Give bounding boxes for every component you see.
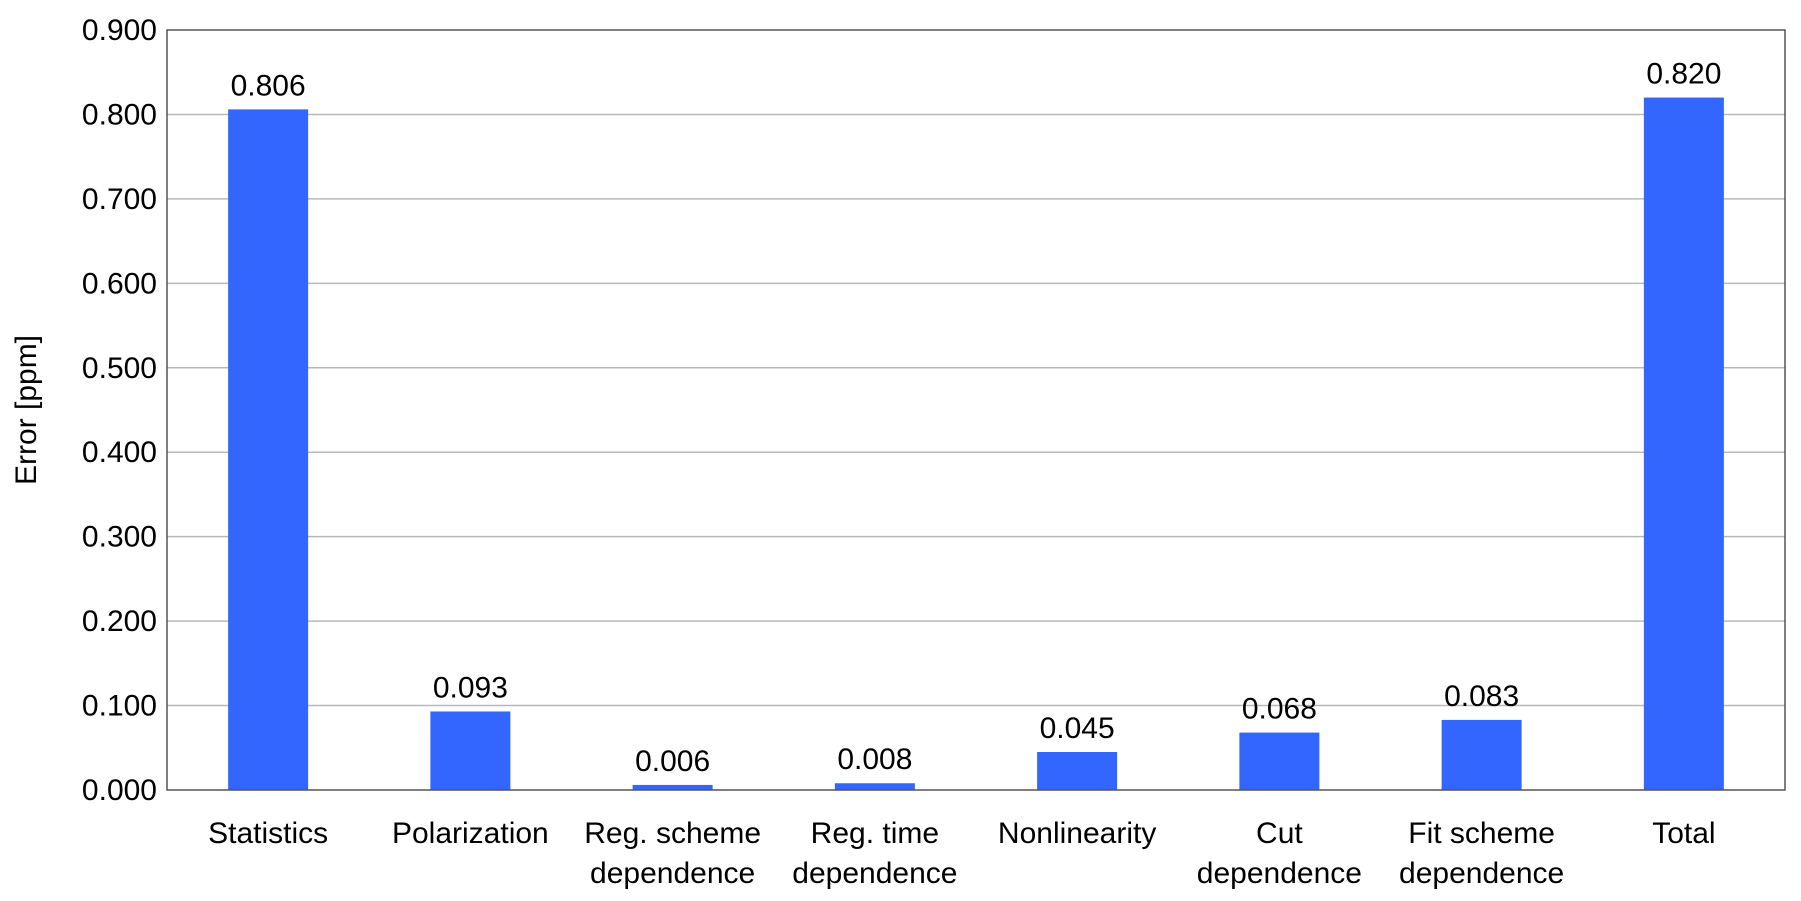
bar-value-label: 0.806 [231, 69, 306, 102]
x-category-label: dependence [1197, 857, 1362, 890]
bar [430, 711, 511, 790]
y-tick-label: 0.600 [82, 267, 157, 300]
y-tick-label: 0.000 [82, 774, 157, 807]
x-category-label: dependence [590, 857, 755, 890]
x-category-label: Reg. scheme [584, 817, 761, 850]
plot-frame [166, 29, 1786, 791]
bar-value-label: 0.820 [1646, 58, 1721, 91]
x-category-label: Total [1652, 817, 1715, 850]
y-tick-label: 0.800 [82, 98, 157, 131]
y-tick-label: 0.500 [82, 352, 157, 385]
x-category-label: dependence [1399, 857, 1564, 890]
value-labels: 0.806 0.093 0.006 0.008 0.045 0.068 0.083 0.820 [231, 58, 1722, 778]
x-category-label: Polarization [392, 817, 549, 850]
x-category-label: Fit scheme [1408, 817, 1555, 850]
x-axis-labels: Statistics Polarization Reg. scheme depende… [208, 817, 1715, 890]
x-category-label: Cut [1256, 817, 1303, 850]
bar-value-label: 0.083 [1444, 680, 1519, 713]
x-category-label: Statistics [208, 817, 328, 850]
bar-value-label: 0.006 [635, 745, 710, 778]
bar [1643, 97, 1724, 791]
bar-value-label: 0.008 [837, 743, 912, 776]
y-axis-title: Error [ppm] [10, 335, 43, 485]
y-tick-label: 0.200 [82, 605, 157, 638]
y-tick-label: 0.900 [82, 14, 157, 47]
y-tick-label: 0.300 [82, 521, 157, 554]
bar [1239, 732, 1320, 790]
y-tick-label: 0.100 [82, 690, 157, 723]
bar [834, 783, 915, 790]
bars [228, 97, 1724, 791]
bar [1441, 719, 1522, 790]
bar [1037, 752, 1118, 790]
bar-value-label: 0.045 [1040, 712, 1115, 745]
y-axis-ticks: 0.000 0.100 0.200 0.300 0.400 0.500 0.600 0.700… [82, 14, 157, 807]
y-tick-label: 0.700 [82, 183, 157, 216]
bar [632, 784, 713, 790]
gridlines [167, 113, 1785, 707]
y-tick-label: 0.400 [82, 436, 157, 469]
bar-value-label: 0.093 [433, 671, 508, 704]
bar-value-label: 0.068 [1242, 693, 1317, 726]
x-category-label: Nonlinearity [998, 817, 1156, 850]
x-category-label: dependence [792, 857, 957, 890]
bar [228, 109, 309, 790]
x-category-label: Reg. time [811, 817, 939, 850]
